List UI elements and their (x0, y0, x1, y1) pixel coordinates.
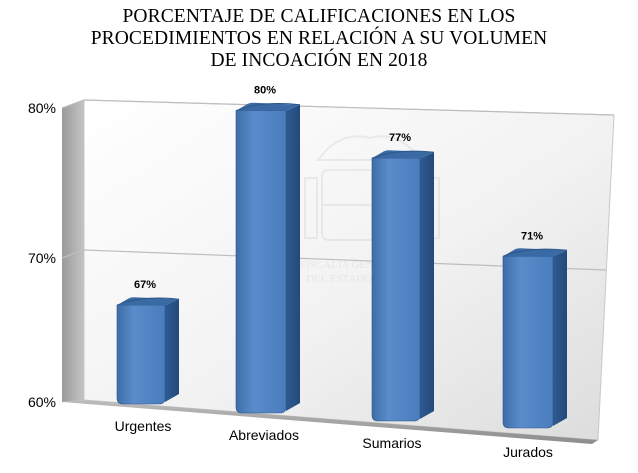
bar-top-edge (502, 248, 568, 257)
bar (371, 150, 435, 422)
chart-title-line-2: PROCEDIMIENTOS EN RELACIÓN A SU VOLUMEN (90, 28, 548, 49)
bar-front (371, 157, 421, 422)
bar-top (117, 297, 179, 306)
data-labels: 67% 80% 77% 71% (134, 85, 543, 292)
bar (502, 248, 568, 429)
x-tick-label: Abreviados (229, 427, 299, 443)
gridline (61, 99, 615, 116)
chart-title-line-1: PORCENTAJE DE CALIFICACIONES EN LOS (122, 6, 516, 27)
bar-front (116, 304, 166, 405)
data-label: 67% (134, 279, 156, 291)
y-axis: 60% 70% 80% (28, 100, 56, 410)
bar (235, 102, 301, 414)
bars (116, 102, 568, 429)
bar-top (372, 150, 434, 159)
x-tick-label: Jurados (503, 444, 553, 460)
chart-title-line-3: DE INCOACIÓN EN 2018 (210, 50, 428, 71)
data-label: 80% (254, 85, 276, 97)
y-tick-label: 70% (28, 250, 56, 266)
data-label: 71% (521, 230, 543, 242)
bar-top-edge (116, 297, 180, 306)
bar-front (235, 110, 287, 414)
bar-front (502, 256, 554, 429)
bar-top-edge (235, 103, 301, 112)
bar-top (236, 102, 300, 111)
bar (116, 297, 180, 405)
bar-side (165, 299, 179, 402)
y-tick-label: 80% (28, 100, 56, 116)
chart-title: PORCENTAJE DE CALIFICACIONES EN LOS PROC… (0, 6, 638, 72)
bar-side (420, 152, 434, 420)
x-axis: Urgentes Abreviados Sumarios Jurados (115, 418, 553, 460)
data-label: 77% (389, 132, 411, 144)
bar-side (286, 104, 300, 411)
svg-text:DEL ESTADO: DEL ESTADO (306, 273, 372, 285)
x-tick-label: Sumarios (362, 435, 421, 451)
floor (62, 400, 598, 444)
side-wall (62, 100, 84, 402)
x-tick-label: Urgentes (115, 418, 172, 434)
bar-side (553, 250, 567, 426)
bar-top (503, 248, 567, 257)
y-tick-label: 60% (28, 394, 56, 410)
bar-top-edge (371, 150, 435, 159)
